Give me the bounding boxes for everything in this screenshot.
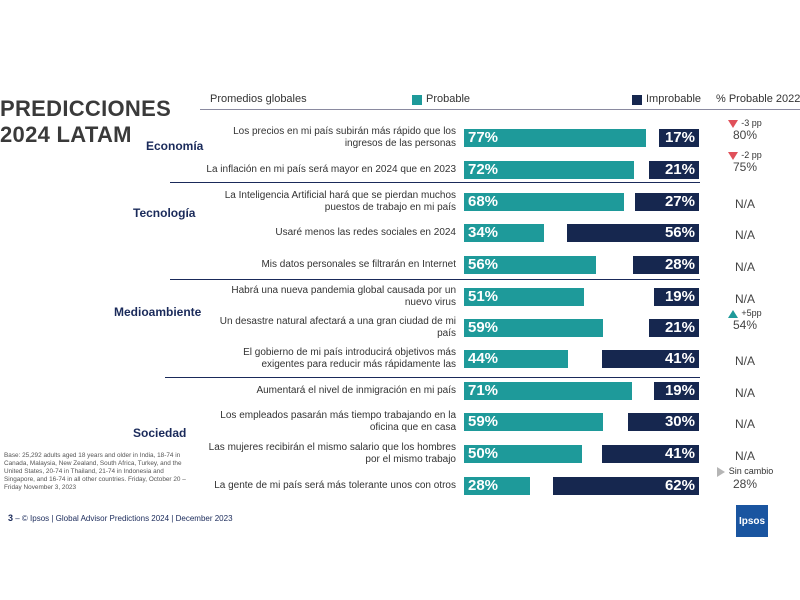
prev-2022-value: N/A (734, 386, 755, 400)
title-line-2: 2024 LATAM (0, 122, 132, 147)
bar-improbable: 17% (659, 129, 699, 147)
change-indicator: Sin cambio (700, 466, 790, 477)
footer-text: – © Ipsos | Global Advisor Predictions 2… (15, 514, 233, 523)
bar-improbable: 28% (633, 256, 699, 274)
bar-improbable: 19% (654, 288, 699, 306)
base-note: Base: 25,292 adults aged 18 years and ol… (4, 452, 186, 491)
change-arrow-icon (716, 466, 725, 477)
footer: 3 – © Ipsos | Global Advisor Predictions… (8, 513, 233, 523)
bar-improbable: 21% (649, 161, 699, 179)
category-economia: Economía (146, 139, 204, 153)
bar-probable: 72% (464, 161, 634, 179)
bar-probable: 34% (464, 224, 544, 242)
header-divider (200, 109, 800, 110)
row-label: Los precios en mi país subirán más rápid… (233, 126, 456, 149)
change-arrow-icon (728, 119, 739, 128)
row-label: Usaré menos las redes sociales en 2024 (275, 227, 456, 238)
row-label: Mis datos personales se filtrarán en Int… (261, 259, 456, 270)
bar-probable: 59% (464, 319, 603, 337)
header-averages: Promedios globales (210, 93, 307, 105)
bar-improbable: 27% (635, 193, 699, 211)
prev-2022-value: N/A (734, 449, 755, 463)
section-divider (170, 182, 700, 183)
footer-page-number: 3 (8, 513, 14, 523)
legend-swatch-probable (412, 95, 422, 105)
legend-label-improbable: Improbable (646, 93, 702, 105)
bar-probable: 44% (464, 350, 568, 368)
row-label: El gobierno de mi país introducirá objet… (243, 347, 456, 370)
bar-improbable: 41% (602, 350, 699, 368)
prev-2022-value: N/A (734, 292, 755, 306)
change-label: -3 pp (741, 118, 762, 128)
section-divider (170, 279, 700, 280)
prev-2022-value: N/A (734, 228, 755, 242)
bar-probable: 28% (464, 477, 530, 495)
change-indicator: -2 pp (700, 150, 790, 160)
prev-2022-value: N/A (734, 354, 755, 368)
prev-2022-value: +5pp 54% (700, 308, 790, 332)
ipsos-logo: Ipsos (736, 505, 768, 537)
bar-probable: 71% (464, 382, 632, 400)
prev-2022-pct: 28% (732, 476, 758, 491)
legend-label-probable: Probable (426, 93, 471, 105)
title-line-1: PREDICCIONES (0, 96, 172, 121)
row-label: Las mujeres recibirán el mismo salario q… (208, 442, 456, 465)
row-label: Los empleados pasarán más tiempo trabaja… (220, 410, 456, 433)
prev-2022-value: Sin cambio 28% (700, 466, 790, 491)
change-indicator: +5pp (700, 308, 790, 318)
change-arrow-icon (728, 309, 739, 318)
bar-probable: 68% (464, 193, 624, 211)
row-label: La Inteligencia Artificial hará que se p… (224, 190, 456, 213)
prev-2022-value: N/A (734, 197, 755, 211)
change-label: -2 pp (741, 150, 762, 160)
header-pct-2022: % Probable 2022 (716, 93, 800, 105)
bar-improbable: 62% (553, 477, 699, 495)
prev-2022-value: N/A (734, 260, 755, 274)
legend-swatch-improbable (632, 95, 642, 105)
bar-improbable: 30% (628, 413, 699, 431)
row-label: La gente de mi país será más tolerante u… (214, 480, 456, 491)
bar-probable: 77% (464, 129, 646, 147)
category-medioambiente: Medioambiente (114, 305, 202, 319)
prev-2022-value: N/A (734, 417, 755, 431)
bar-improbable: 41% (602, 445, 699, 463)
change-label: Sin cambio (728, 466, 774, 476)
bar-probable: 51% (464, 288, 584, 306)
prev-2022-pct: 80% (732, 128, 758, 142)
bar-probable: 59% (464, 413, 603, 431)
bar-improbable: 19% (654, 382, 699, 400)
row-label: La inflación en mi país será mayor en 20… (206, 164, 456, 175)
bar-improbable: 21% (649, 319, 699, 337)
change-indicator: -3 pp (700, 118, 790, 128)
bar-improbable: 56% (567, 224, 699, 242)
row-label: Aumentará el nivel de inmigración en mi … (256, 385, 456, 396)
prev-2022-pct: 54% (732, 318, 758, 332)
prev-2022-value: -2 pp 75% (700, 150, 790, 174)
prev-2022-value: -3 pp 80% (700, 118, 790, 142)
change-label: +5pp (741, 308, 762, 318)
section-divider (165, 377, 700, 378)
bar-probable: 56% (464, 256, 596, 274)
row-label: Habrá una nueva pandemia global causada … (231, 285, 456, 308)
category-tecnologia: Tecnología (133, 206, 196, 220)
bar-probable: 50% (464, 445, 582, 463)
category-sociedad: Sociedad (133, 426, 187, 440)
slide-title: PREDICCIONES 2024 LATAM (0, 96, 171, 148)
change-arrow-icon (728, 151, 739, 160)
prev-2022-pct: 75% (732, 160, 758, 174)
row-label: Un desastre natural afectará a una gran … (219, 316, 456, 339)
